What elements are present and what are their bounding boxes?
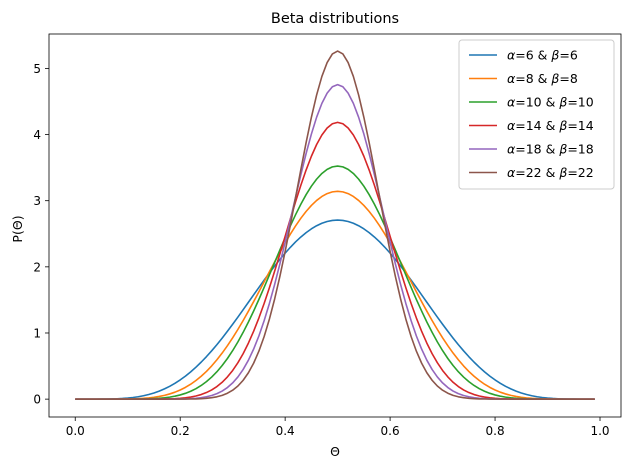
legend-label-part: β [558,95,567,110]
legend-label-part: =6 [559,48,577,63]
chart-title: Beta distributions [271,11,399,27]
y-tick-label: 3 [33,194,41,208]
legend-label-5: α=18 & β=18 [507,142,594,157]
legend-label-part: β [558,165,567,180]
legend-label-part: =14 [567,118,593,133]
series-line-2 [75,190,595,400]
x-tick-label: 0.8 [486,424,505,438]
legend-label-4: α=14 & β=14 [507,118,594,133]
legend-label-part: =22 [567,165,593,180]
legend-label-3: α=10 & β=10 [507,95,594,110]
series-line-1 [75,219,595,400]
legend-label-part: =8 [559,71,577,86]
y-tick-label: 2 [33,260,41,274]
legend-label-part: =8 & [515,71,551,86]
legend-label-1: α=6 & β=6 [507,48,578,63]
x-tick-label: 0.4 [276,424,295,438]
legend-label-part: =14 & [515,118,559,133]
x-tick-label: 0.6 [381,424,400,438]
axis-ticks: 0.0 0.2 0.4 0.6 0.8 1.0 0 1 2 3 4 5 [33,62,609,438]
y-tick-label: 0 [33,393,41,407]
legend-label-part: =10 & [515,95,559,110]
series-line-6 [75,50,595,400]
legend-label-part: β [550,71,559,86]
legend-label-6: α=22 & β=22 [507,165,594,180]
y-tick-label: 1 [33,326,41,340]
legend-label-part: =10 [567,95,593,110]
x-tick-label: 1.0 [590,424,609,438]
legend-label-2: α=8 & β=8 [507,71,578,86]
legend-label-part: α [507,142,516,157]
x-axis-label: Θ [330,444,340,459]
y-tick-label: 5 [33,62,41,76]
legend-label-part: α [507,48,516,63]
legend-box [458,39,615,190]
legend-label-part: =6 & [515,48,551,63]
y-tick-label: 4 [33,128,41,142]
x-tick-label: 0.0 [66,424,85,438]
legend-label-part: α [507,118,516,133]
legend-label-part: β [558,142,567,157]
legend-label-part: =18 [567,142,593,157]
legend-label-part: β [558,118,567,133]
legend-label-part: α [507,71,516,86]
plot-frame [48,33,622,418]
legend-label-part: =22 & [515,165,559,180]
y-axis-label: P(Θ) [10,215,25,242]
legend-label-part: β [550,48,559,63]
series-line-3 [75,165,595,400]
plot-area [75,50,595,400]
legend-label-part: =18 & [515,142,559,157]
x-tick-label: 0.2 [171,424,190,438]
legend: α=6 & β=6α=8 & β=8α=10 & β=10α=14 & β=14… [458,39,615,190]
legend-label-part: α [507,95,516,110]
legend-label-part: α [507,165,516,180]
